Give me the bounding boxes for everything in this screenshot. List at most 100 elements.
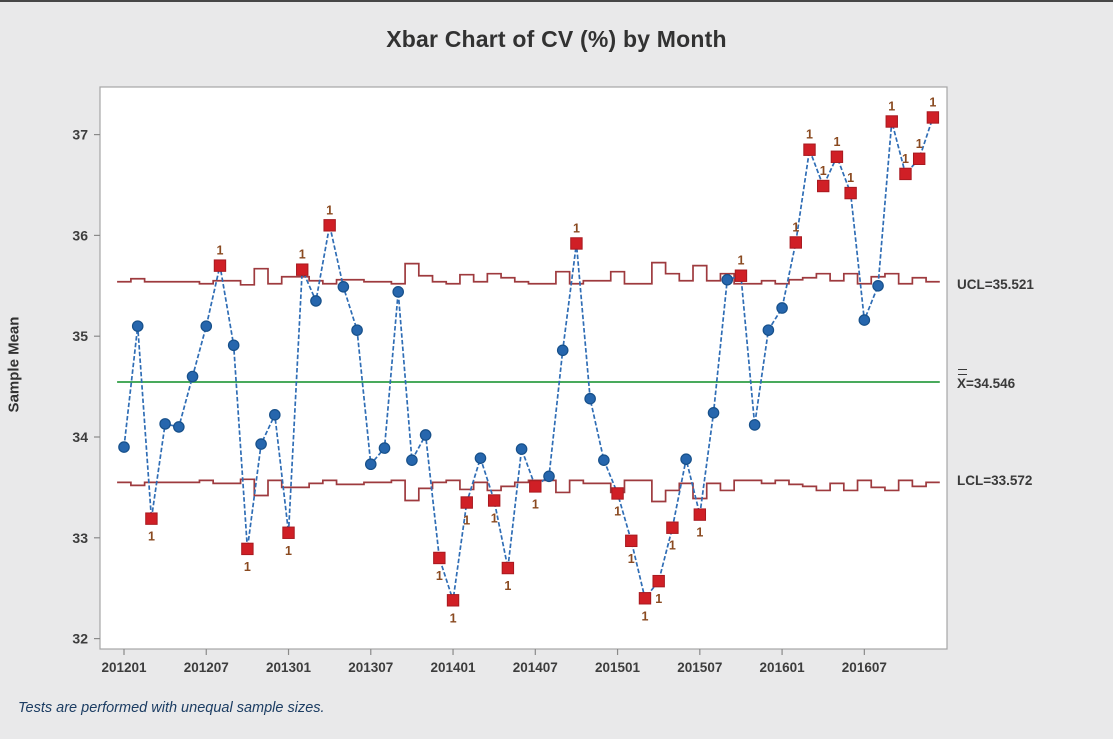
x-tick-label: 201501 [595,660,641,675]
out-of-control-point [666,521,679,534]
out-of-control-point [241,542,254,556]
lcl-value-label: LCL=33.572 [957,473,1033,488]
out-of-control-point [638,592,652,605]
test-1-flag: 1 [669,539,676,553]
sample-mean-point [351,324,363,336]
out-of-control-point [446,594,460,607]
test-1-flag: 1 [491,512,498,526]
out-of-control-point [625,534,638,548]
out-of-control-point [693,508,707,521]
sample-mean-line [123,117,934,601]
test-1-flag: 1 [285,544,292,558]
out-of-control-point [501,561,515,575]
sample-mean-point [556,344,569,357]
y-tick-label: 37 [72,127,88,143]
out-of-control-point [899,167,912,181]
sample-mean-point [707,407,720,419]
out-of-control-point [844,186,857,200]
test-1-flag: 1 [532,497,539,511]
out-of-control-point [282,526,295,539]
x-tick-label: 201207 [184,660,229,675]
y-tick-label: 32 [72,631,88,647]
test-1-flag: 1 [450,611,457,625]
sample-mean-point [131,320,144,332]
test-1-flag: 1 [696,526,703,540]
sample-mean-point [748,419,761,431]
test-1-flag: 1 [326,203,333,217]
x-tick-label: 201307 [348,660,393,675]
sample-mean-point [515,443,528,455]
test-1-flag: 1 [436,569,443,583]
sample-mean-point [173,421,185,433]
out-of-control-point [926,111,940,124]
tests-footnote: Tests are performed with unequal sample … [18,700,325,716]
out-of-control-point [789,236,802,249]
sample-mean-point [776,302,788,314]
test-1-flag: 1 [628,552,635,566]
x-tick-label: 201401 [431,660,477,675]
test-1-flag: 1 [655,592,662,606]
test-1-flag: 1 [244,560,251,574]
sample-mean-point [419,429,432,441]
out-of-control-point [145,512,158,525]
out-of-control-point [460,496,473,509]
sample-mean-point [200,320,213,332]
x-tick-label: 201507 [677,660,722,675]
test-1-flag: 1 [929,95,936,109]
x-tick-label: 201607 [842,660,887,675]
test-1-flag: 1 [902,152,909,166]
out-of-control-point [323,219,336,232]
out-of-control-point [734,269,748,282]
out-of-control-point [611,487,624,500]
sample-mean-point [227,339,240,352]
test-1-flag: 1 [820,164,827,178]
out-of-control-point [570,237,583,250]
sample-mean-point [364,458,377,471]
out-of-control-point [830,150,844,163]
out-of-control-point [296,263,309,276]
sample-mean-point [872,279,884,292]
x-double-bar-symbol: X [957,369,967,391]
sample-mean-point [118,441,130,453]
y-tick-label: 35 [72,328,88,344]
sample-mean-point [159,418,171,430]
sample-mean-point [255,438,267,450]
sample-mean-point [310,295,322,307]
chart-title: Xbar Chart of CV (%) by Month [386,26,727,52]
sample-mean-point [269,409,281,421]
sample-mean-point [762,324,775,336]
test-1-flag: 1 [888,99,895,113]
x-tick-label: 201407 [513,660,558,675]
sample-mean-point [584,392,596,405]
sample-mean-point [406,454,418,466]
test-1-flag: 1 [792,220,799,234]
out-of-control-point [433,551,446,565]
test-1-flag: 1 [573,221,580,235]
out-of-control-point [487,494,501,507]
test-1-flag: 1 [614,504,621,518]
out-of-control-point [213,259,227,272]
test-1-flag: 1 [148,530,155,544]
out-of-control-point [529,480,542,493]
sample-mean-point [721,273,734,286]
test-1-flag: 1 [833,135,840,149]
out-of-control-point [817,179,830,193]
y-tick-label: 33 [72,530,88,546]
test-1-flag: 1 [806,128,813,142]
x-tick-label: 201201 [101,660,147,675]
y-tick-label: 34 [72,429,88,445]
sample-mean-point [680,453,692,465]
test-1-flag: 1 [504,579,511,593]
sample-mean-point [858,314,871,326]
test-1-flag: 1 [916,137,923,151]
test-1-flag: 1 [299,248,306,262]
test-1-flag: 1 [216,244,223,258]
test-1-flag: 1 [463,514,470,528]
out-of-control-point [885,115,898,128]
plot-area [99,86,948,650]
x-tick-label: 201601 [760,660,806,675]
y-tick-label: 36 [72,227,88,243]
sample-mean-point [474,452,487,464]
